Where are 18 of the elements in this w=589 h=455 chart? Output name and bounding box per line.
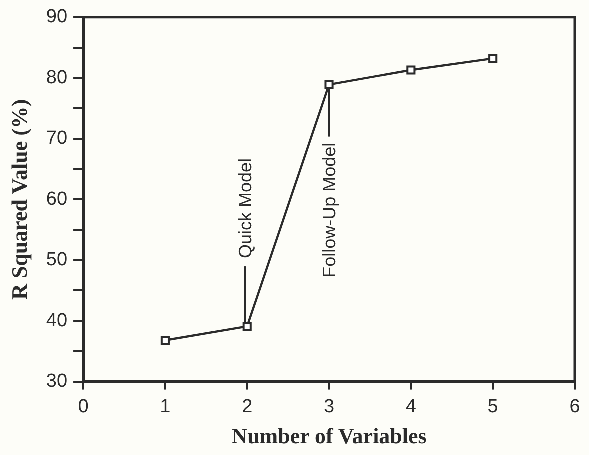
y-tick-label: 70 [46,128,68,150]
x-tick-label: 5 [488,396,498,418]
y-tick-label: 50 [46,250,68,271]
x-tick-label: 4 [406,396,417,418]
x-tick-label: 3 [324,396,335,418]
y-tick-label: 60 [46,188,68,210]
x-tick-label: 2 [242,396,253,418]
y-tick-label: 40 [46,310,68,332]
x-tick-label: 1 [160,396,171,418]
y-tick-label: 90 [46,6,68,28]
x-axis-title: Number of Variables [232,423,428,448]
annotation: Follow-Up Model [319,142,340,278]
x-tick-label: 6 [570,396,580,418]
y-axis-title: R Squared Value (%) [6,99,32,300]
y-tick-label: 30 [46,371,68,392]
x-tick-label: 0 [78,396,89,418]
y-tick-label: 80 [46,67,68,88]
annotation: Quick Model [235,158,256,259]
